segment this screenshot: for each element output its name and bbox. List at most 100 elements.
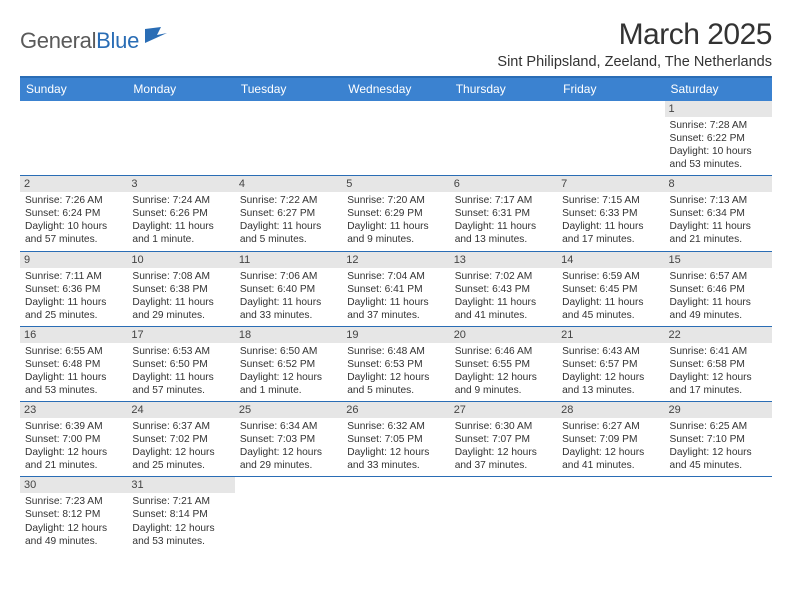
day-number: 13 xyxy=(450,252,557,268)
day-cell: 6Sunrise: 7:17 AMSunset: 6:31 PMDaylight… xyxy=(450,176,557,251)
daylight-text: Daylight: 12 hours xyxy=(132,446,229,459)
day-cell: 24 Sunrise: 6:37 AMSunset: 7:02 PMDayligh… xyxy=(127,402,234,477)
sunset-text: Sunset: 7:07 PM xyxy=(455,433,552,446)
daylight-text: Daylight: 12 hours xyxy=(347,371,444,384)
day-cell: 23Sunrise: 6:39 AMSunset: 7:00 PMDayligh… xyxy=(20,402,127,477)
day-number: 1 xyxy=(665,101,772,117)
month-title: March 2025 xyxy=(497,18,772,52)
day-cell: 7Sunrise: 7:15 AMSunset: 6:33 PMDaylight… xyxy=(557,176,664,251)
daylight-text: and 25 minutes. xyxy=(25,309,122,322)
daylight-text: and 29 minutes. xyxy=(132,309,229,322)
calendar-page: General Blue March 2025 Sint Philipsland… xyxy=(0,0,792,552)
sunset-text: Sunset: 6:40 PM xyxy=(240,283,337,296)
page-header: General Blue March 2025 Sint Philipsland… xyxy=(20,18,772,70)
daylight-text: Daylight: 12 hours xyxy=(25,522,122,535)
day-number: 17 xyxy=(127,327,234,343)
day-cell: 1Sunrise: 7:28 AMSunset: 6:22 PMDaylight… xyxy=(665,101,772,176)
day-cell: 14Sunrise: 6:59 AMSunset: 6:45 PMDayligh… xyxy=(557,251,664,326)
daylight-text: Daylight: 11 hours xyxy=(25,371,122,384)
daylight-text: and 17 minutes. xyxy=(670,384,767,397)
sunset-text: Sunset: 6:50 PM xyxy=(132,358,229,371)
sunset-text: Sunset: 6:31 PM xyxy=(455,207,552,220)
weekday-header-row: Sunday Monday Tuesday Wednesday Thursday… xyxy=(20,78,772,101)
day-cell: 5Sunrise: 7:20 AMSunset: 6:29 PMDaylight… xyxy=(342,176,449,251)
weekday-header: Thursday xyxy=(450,78,557,101)
sunrise-text: Sunrise: 7:22 AM xyxy=(240,194,337,207)
sunrise-text: Sunrise: 7:28 AM xyxy=(670,119,767,132)
weekday-header: Friday xyxy=(557,78,664,101)
sunrise-text: Sunrise: 6:39 AM xyxy=(25,420,122,433)
day-number: 20 xyxy=(450,327,557,343)
empty-cell xyxy=(557,101,664,176)
calendar-week-row: 23Sunrise: 6:39 AMSunset: 7:00 PMDayligh… xyxy=(20,402,772,477)
sunset-text: Sunset: 7:09 PM xyxy=(562,433,659,446)
day-number: 29 xyxy=(665,402,772,418)
sunrise-text: Sunrise: 6:32 AM xyxy=(347,420,444,433)
daylight-text: Daylight: 12 hours xyxy=(25,446,122,459)
sunset-text: Sunset: 6:38 PM xyxy=(132,283,229,296)
daylight-text: and 9 minutes. xyxy=(455,384,552,397)
sunrise-text: Sunrise: 6:59 AM xyxy=(562,270,659,283)
sunrise-text: Sunrise: 7:11 AM xyxy=(25,270,122,283)
daylight-text: and 53 minutes. xyxy=(670,158,767,171)
empty-cell xyxy=(665,477,772,552)
calendar-table: Sunday Monday Tuesday Wednesday Thursday… xyxy=(20,78,772,552)
day-number: 5 xyxy=(342,176,449,192)
day-cell: 18Sunrise: 6:50 AMSunset: 6:52 PMDayligh… xyxy=(235,326,342,401)
day-cell: 26Sunrise: 6:32 AMSunset: 7:05 PMDayligh… xyxy=(342,402,449,477)
daylight-text: and 53 minutes. xyxy=(25,384,122,397)
daylight-text: Daylight: 12 hours xyxy=(670,446,767,459)
daylight-text: Daylight: 11 hours xyxy=(240,220,337,233)
day-cell: 10Sunrise: 7:08 AMSunset: 6:38 PMDayligh… xyxy=(127,251,234,326)
sunrise-text: Sunrise: 7:13 AM xyxy=(670,194,767,207)
day-cell: 27Sunrise: 6:30 AMSunset: 7:07 PMDayligh… xyxy=(450,402,557,477)
sunset-text: Sunset: 6:26 PM xyxy=(132,207,229,220)
sunset-text: Sunset: 6:45 PM xyxy=(562,283,659,296)
day-cell: 2Sunrise: 7:26 AMSunset: 6:24 PMDaylight… xyxy=(20,176,127,251)
empty-cell xyxy=(450,101,557,176)
sunrise-text: Sunrise: 6:37 AM xyxy=(132,420,229,433)
day-cell: 20Sunrise: 6:46 AMSunset: 6:55 PMDayligh… xyxy=(450,326,557,401)
sunset-text: Sunset: 6:57 PM xyxy=(562,358,659,371)
empty-cell xyxy=(450,477,557,552)
sunset-text: Sunset: 6:48 PM xyxy=(25,358,122,371)
sunset-text: Sunset: 7:02 PM xyxy=(132,433,229,446)
day-cell: 4Sunrise: 7:22 AMSunset: 6:27 PMDaylight… xyxy=(235,176,342,251)
logo-text-blue: Blue xyxy=(96,28,139,54)
day-cell: 19Sunrise: 6:48 AMSunset: 6:53 PMDayligh… xyxy=(342,326,449,401)
daylight-text: and 57 minutes. xyxy=(25,233,122,246)
sunrise-text: Sunrise: 6:27 AM xyxy=(562,420,659,433)
logo: General Blue xyxy=(20,28,169,54)
daylight-text: Daylight: 11 hours xyxy=(670,296,767,309)
daylight-text: Daylight: 12 hours xyxy=(455,371,552,384)
daylight-text: Daylight: 11 hours xyxy=(132,220,229,233)
daylight-text: and 57 minutes. xyxy=(132,384,229,397)
empty-cell xyxy=(235,101,342,176)
day-cell: 25Sunrise: 6:34 AMSunset: 7:03 PMDayligh… xyxy=(235,402,342,477)
day-number: 24 xyxy=(127,402,234,418)
weekday-header: Saturday xyxy=(665,78,772,101)
flag-icon xyxy=(145,27,169,50)
daylight-text: Daylight: 11 hours xyxy=(25,296,122,309)
daylight-text: Daylight: 12 hours xyxy=(455,446,552,459)
sunrise-text: Sunrise: 6:25 AM xyxy=(670,420,767,433)
sunset-text: Sunset: 7:05 PM xyxy=(347,433,444,446)
day-number: 30 xyxy=(20,477,127,493)
daylight-text: Daylight: 10 hours xyxy=(25,220,122,233)
daylight-text: and 1 minute. xyxy=(132,233,229,246)
daylight-text: Daylight: 11 hours xyxy=(455,220,552,233)
daylight-text: and 33 minutes. xyxy=(347,459,444,472)
weekday-header: Sunday xyxy=(20,78,127,101)
day-number: 31 xyxy=(127,477,234,493)
calendar-week-row: 1Sunrise: 7:28 AMSunset: 6:22 PMDaylight… xyxy=(20,101,772,176)
day-number: 16 xyxy=(20,327,127,343)
daylight-text: Daylight: 11 hours xyxy=(240,296,337,309)
day-number: 3 xyxy=(127,176,234,192)
day-number: 26 xyxy=(342,402,449,418)
daylight-text: Daylight: 10 hours xyxy=(670,145,767,158)
day-number: 28 xyxy=(557,402,664,418)
sunset-text: Sunset: 6:33 PM xyxy=(562,207,659,220)
day-cell: 13Sunrise: 7:02 AMSunset: 6:43 PMDayligh… xyxy=(450,251,557,326)
daylight-text: Daylight: 11 hours xyxy=(562,220,659,233)
day-number: 15 xyxy=(665,252,772,268)
